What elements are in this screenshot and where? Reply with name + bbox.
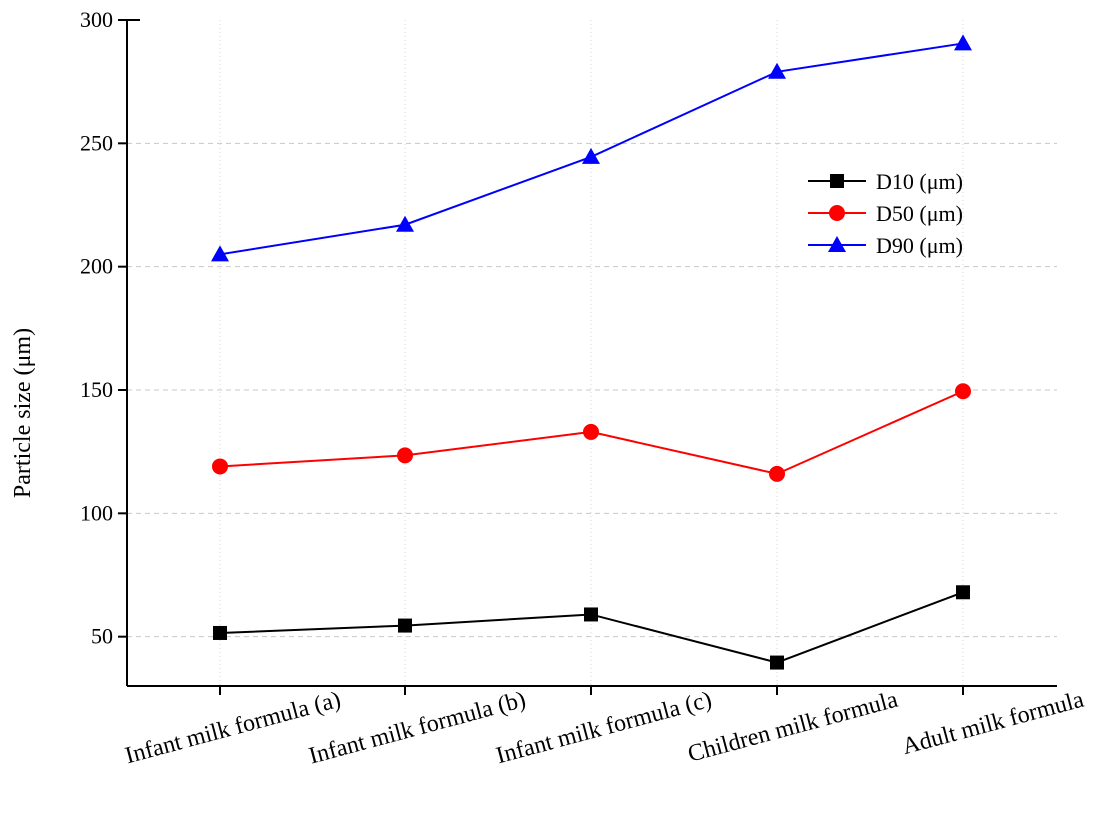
data-point — [768, 62, 786, 79]
y-tick-label: 100 — [80, 500, 113, 525]
y-tick-label: 50 — [91, 624, 113, 649]
data-point — [584, 607, 598, 622]
data-point — [769, 465, 785, 482]
data-point — [211, 245, 229, 262]
x-ticks: Infant milk formula (a)Infant milk formu… — [122, 686, 1087, 770]
legend-label: D10 (μm) — [876, 169, 963, 194]
legend-marker — [829, 205, 845, 221]
legend-label: D50 (μm) — [876, 201, 963, 226]
x-tick-label: Adult milk formula — [900, 687, 1087, 761]
data-point — [398, 618, 412, 633]
data-point — [397, 447, 413, 464]
legend-marker — [828, 236, 846, 252]
data-point — [582, 147, 600, 164]
data-point — [955, 383, 971, 400]
y-tick-label: 150 — [80, 377, 113, 402]
legend: D10 (μm) D50 (μm) D90 (μm) — [808, 169, 963, 258]
y-axis-title: Particle size (μm) — [10, 328, 36, 498]
legend-item: D90 (μm) — [808, 233, 963, 258]
x-tick-label: Infant milk formula (c) — [493, 687, 714, 770]
legend-marker — [830, 174, 844, 188]
data-point — [396, 215, 414, 232]
series-2 — [212, 383, 971, 482]
series-3 — [211, 34, 972, 262]
data-point — [770, 655, 784, 670]
data-point — [583, 423, 599, 440]
legend-item: D10 (μm) — [808, 169, 963, 194]
legend-label: D90 (μm) — [876, 233, 963, 258]
data-point — [956, 585, 970, 600]
y-ticks: 50 100 150 200 250 300 — [80, 7, 140, 649]
y-tick-label: 250 — [80, 130, 113, 155]
data-point — [213, 625, 227, 640]
series-group — [211, 34, 972, 670]
series-1 — [213, 585, 970, 670]
legend-item: D50 (μm) — [808, 201, 963, 226]
grid — [127, 20, 1057, 686]
y-tick-label: 300 — [80, 7, 113, 32]
data-point — [954, 34, 972, 51]
data-point — [212, 458, 228, 475]
axes — [126, 20, 1057, 687]
y-tick-label: 200 — [80, 254, 113, 279]
x-tick-label: Children milk formula — [685, 687, 901, 768]
